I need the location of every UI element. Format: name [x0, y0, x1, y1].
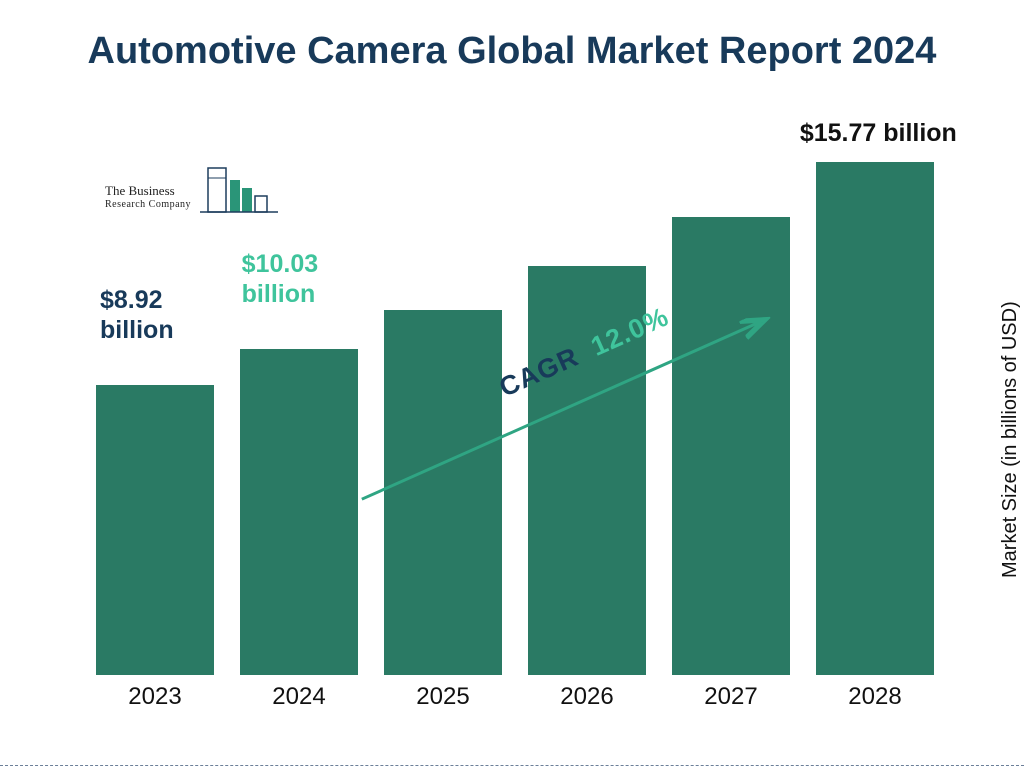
bar-chart: 202320242025202620272028 CAGR 12.0% $8.9… [80, 155, 950, 715]
bar-slot [90, 385, 220, 675]
value-annotation: $15.77 billion [778, 118, 978, 148]
bars-container [80, 155, 950, 675]
bar [672, 217, 790, 675]
bar [96, 385, 214, 675]
x-axis-label: 2023 [90, 683, 220, 711]
bottom-divider [0, 765, 1024, 766]
bar-slot [234, 349, 364, 675]
bar [240, 349, 358, 675]
x-axis-label: 2027 [666, 683, 796, 711]
chart-title: Automotive Camera Global Market Report 2… [0, 28, 1024, 76]
bar [816, 162, 934, 675]
x-axis-labels: 2023 2024 2025 2026 2027 2028 [80, 683, 950, 711]
bar-slot [666, 217, 796, 675]
x-axis-label: 2024 [234, 683, 364, 711]
x-axis-label: 2026 [522, 683, 652, 711]
x-axis-label: 2025 [378, 683, 508, 711]
y-axis-label: Market Size (in billions of USD) [999, 301, 1022, 578]
x-axis-label: 2028 [810, 683, 940, 711]
value-annotation: $8.92billion [100, 285, 174, 345]
value-annotation: $10.03billion [242, 249, 318, 309]
bar-slot [810, 162, 940, 675]
